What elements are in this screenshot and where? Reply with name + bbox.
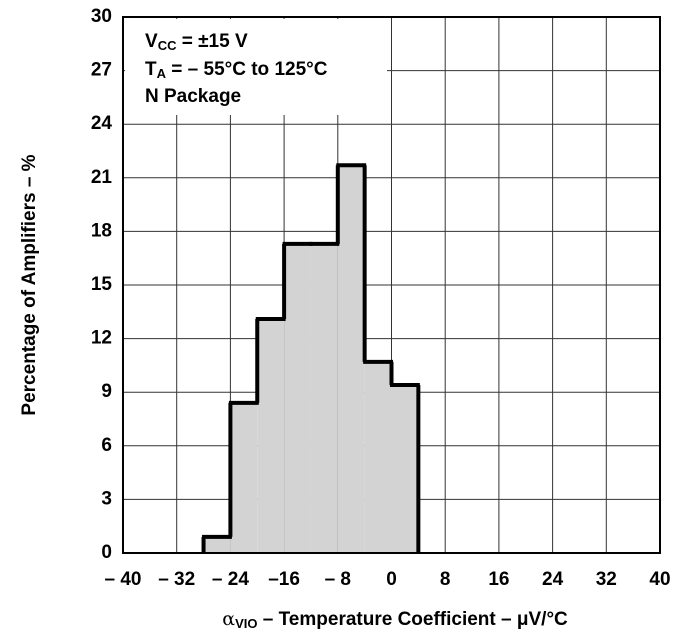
x-tick-label: – 40	[105, 569, 142, 590]
y-tick-label: 30	[91, 6, 112, 27]
bar	[284, 243, 311, 553]
legend-box	[125, 19, 387, 115]
y-tick-label: 12	[91, 328, 112, 349]
histogram	[201, 163, 421, 553]
y-tick-label: 3	[101, 488, 112, 509]
x-tick-label: 16	[488, 569, 509, 590]
x-tick-label: 8	[440, 569, 451, 590]
bar	[391, 385, 419, 553]
y-tick-label: 9	[101, 381, 112, 402]
plot-frame	[122, 16, 661, 554]
y-tick-label: 21	[91, 167, 113, 188]
y-tick-label: 24	[91, 113, 113, 134]
y-tick-label: 27	[91, 60, 112, 81]
x-tick-label: 24	[542, 569, 564, 590]
bar	[310, 243, 338, 553]
x-tick-label: – 8	[325, 569, 351, 590]
bar	[364, 361, 392, 553]
x-tick-label: 32	[596, 569, 617, 590]
bar	[203, 536, 231, 553]
y-tick-label: 6	[101, 435, 112, 456]
x-tick-label: –16	[268, 569, 300, 590]
annotation: VCC = ±15 V	[145, 31, 248, 53]
y-axis-title: Percentage of Amplifiers – %	[19, 154, 40, 415]
y-tick-label: 18	[91, 220, 112, 241]
annotation: N Package	[145, 86, 241, 107]
bar	[337, 165, 365, 553]
y-tick-label: 15	[91, 274, 113, 295]
y-tick-label: 0	[101, 542, 112, 563]
x-tick-label: – 24	[212, 569, 249, 590]
x-tick-label: – 32	[158, 569, 195, 590]
x-axis-title: αVIO – Temperature Coefficient – μV/°C	[222, 608, 568, 631]
bar	[230, 402, 258, 553]
bar	[257, 318, 285, 553]
x-tick-label: 40	[649, 569, 670, 590]
x-tick-label: 0	[386, 569, 397, 590]
annotation: TA = – 55°C to 125°C	[145, 59, 328, 81]
